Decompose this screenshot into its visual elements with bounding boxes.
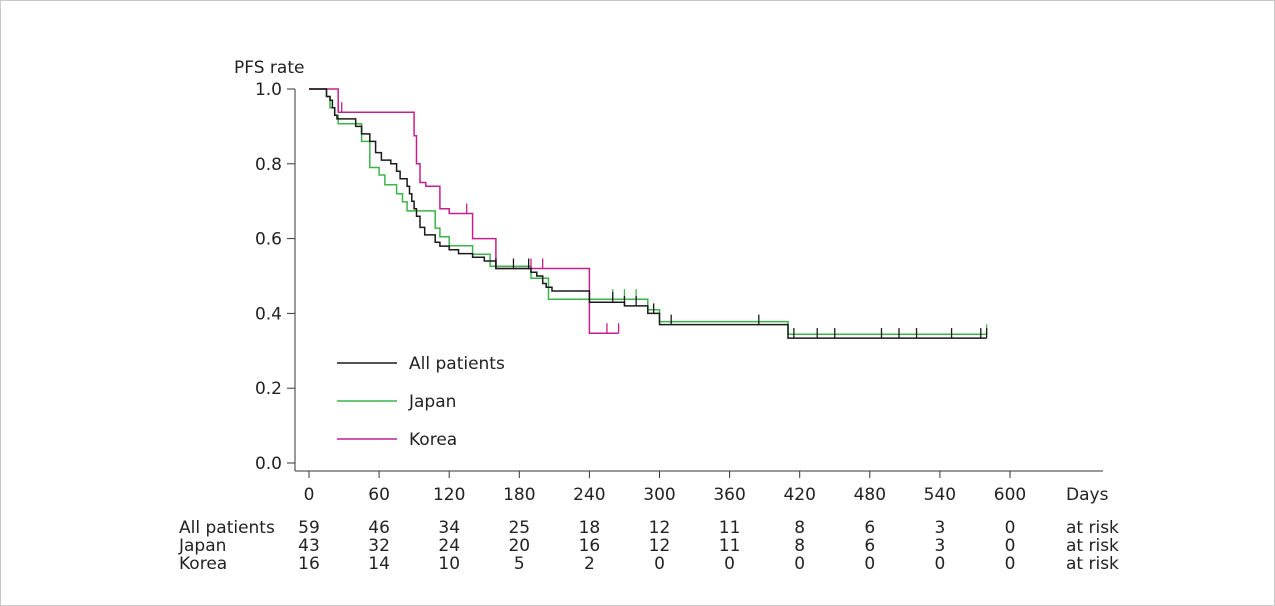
series-line-all-patients [309, 88, 987, 339]
risk-value: 3 [934, 518, 945, 538]
risk-value: 34 [438, 518, 460, 538]
series-line-japan [309, 88, 987, 336]
risk-value: 0 [724, 554, 735, 574]
x-axis-label: Days [1066, 485, 1109, 505]
risk-value: 12 [649, 536, 671, 556]
x-tick-label: 240 [573, 485, 605, 505]
x-tick-label: 120 [433, 485, 465, 505]
legend-label-all-patients: All patients [409, 354, 505, 374]
risk-value: 16 [298, 554, 320, 574]
y-tick-label: 0.2 [255, 379, 282, 399]
risk-value: 2 [584, 554, 595, 574]
risk-row-label: Korea [179, 554, 227, 574]
risk-value: 5 [514, 554, 525, 574]
risk-value: 18 [579, 518, 601, 538]
risk-value: 6 [864, 536, 875, 556]
risk-value: 11 [719, 536, 741, 556]
x-tick-label: 600 [994, 485, 1026, 505]
risk-row-suffix: at risk [1066, 518, 1119, 538]
risk-value: 12 [649, 518, 671, 538]
y-axis-label: PFS rate [234, 58, 304, 78]
risk-row-suffix: at risk [1066, 554, 1119, 574]
x-tick-label: 360 [713, 485, 745, 505]
legend-label-korea: Korea [409, 430, 457, 450]
risk-value: 16 [579, 536, 601, 556]
risk-value: 0 [794, 554, 805, 574]
risk-value: 11 [719, 518, 741, 538]
risk-value: 3 [934, 536, 945, 556]
risk-value: 10 [438, 554, 460, 574]
risk-table: All patients 59 46 34 25 18 12 11 8 6 3 0 at riskJap… [178, 518, 1119, 574]
legend: All patients Japan Korea [337, 354, 505, 450]
risk-value: 14 [368, 554, 390, 574]
legend-label-japan: Japan [408, 392, 456, 412]
y-tick-label: 0.8 [255, 155, 282, 175]
risk-row-suffix: at risk [1066, 536, 1119, 556]
series-layer [309, 88, 988, 339]
y-tick-label: 0.0 [255, 454, 282, 474]
y-tick-label: 1.0 [255, 80, 282, 100]
risk-value: 0 [934, 554, 945, 574]
risk-value: 0 [864, 554, 875, 574]
x-tick-label: 180 [503, 485, 535, 505]
risk-value: 0 [1005, 554, 1016, 574]
x-tick-label: 60 [368, 485, 390, 505]
risk-value: 6 [864, 518, 875, 538]
x-tick-label: 420 [783, 485, 815, 505]
risk-value: 8 [794, 536, 805, 556]
axes: 0.0 0.2 0.4 0.6 0.8 1.0 0 60 120 180 240 300 360 420 4… [255, 80, 1103, 505]
y-tick-label: 0.4 [255, 304, 282, 324]
risk-value: 46 [368, 518, 390, 538]
risk-value: 25 [508, 518, 530, 538]
risk-value: 20 [508, 536, 530, 556]
risk-value: 43 [298, 536, 320, 556]
risk-value: 59 [298, 518, 320, 538]
risk-row-label: All patients [179, 518, 275, 538]
risk-value: 0 [654, 554, 665, 574]
x-tick-label: 540 [924, 485, 956, 505]
risk-value: 24 [438, 536, 460, 556]
risk-row-label: Japan [178, 536, 226, 556]
series-line-korea [309, 88, 619, 334]
risk-value: 32 [368, 536, 390, 556]
x-tick-label: 300 [643, 485, 675, 505]
x-tick-label: 480 [854, 485, 886, 505]
risk-value: 0 [1005, 536, 1016, 556]
risk-value: 8 [794, 518, 805, 538]
y-tick-label: 0.6 [255, 230, 282, 250]
risk-value: 0 [1005, 518, 1016, 538]
x-tick-label: 0 [304, 485, 315, 505]
